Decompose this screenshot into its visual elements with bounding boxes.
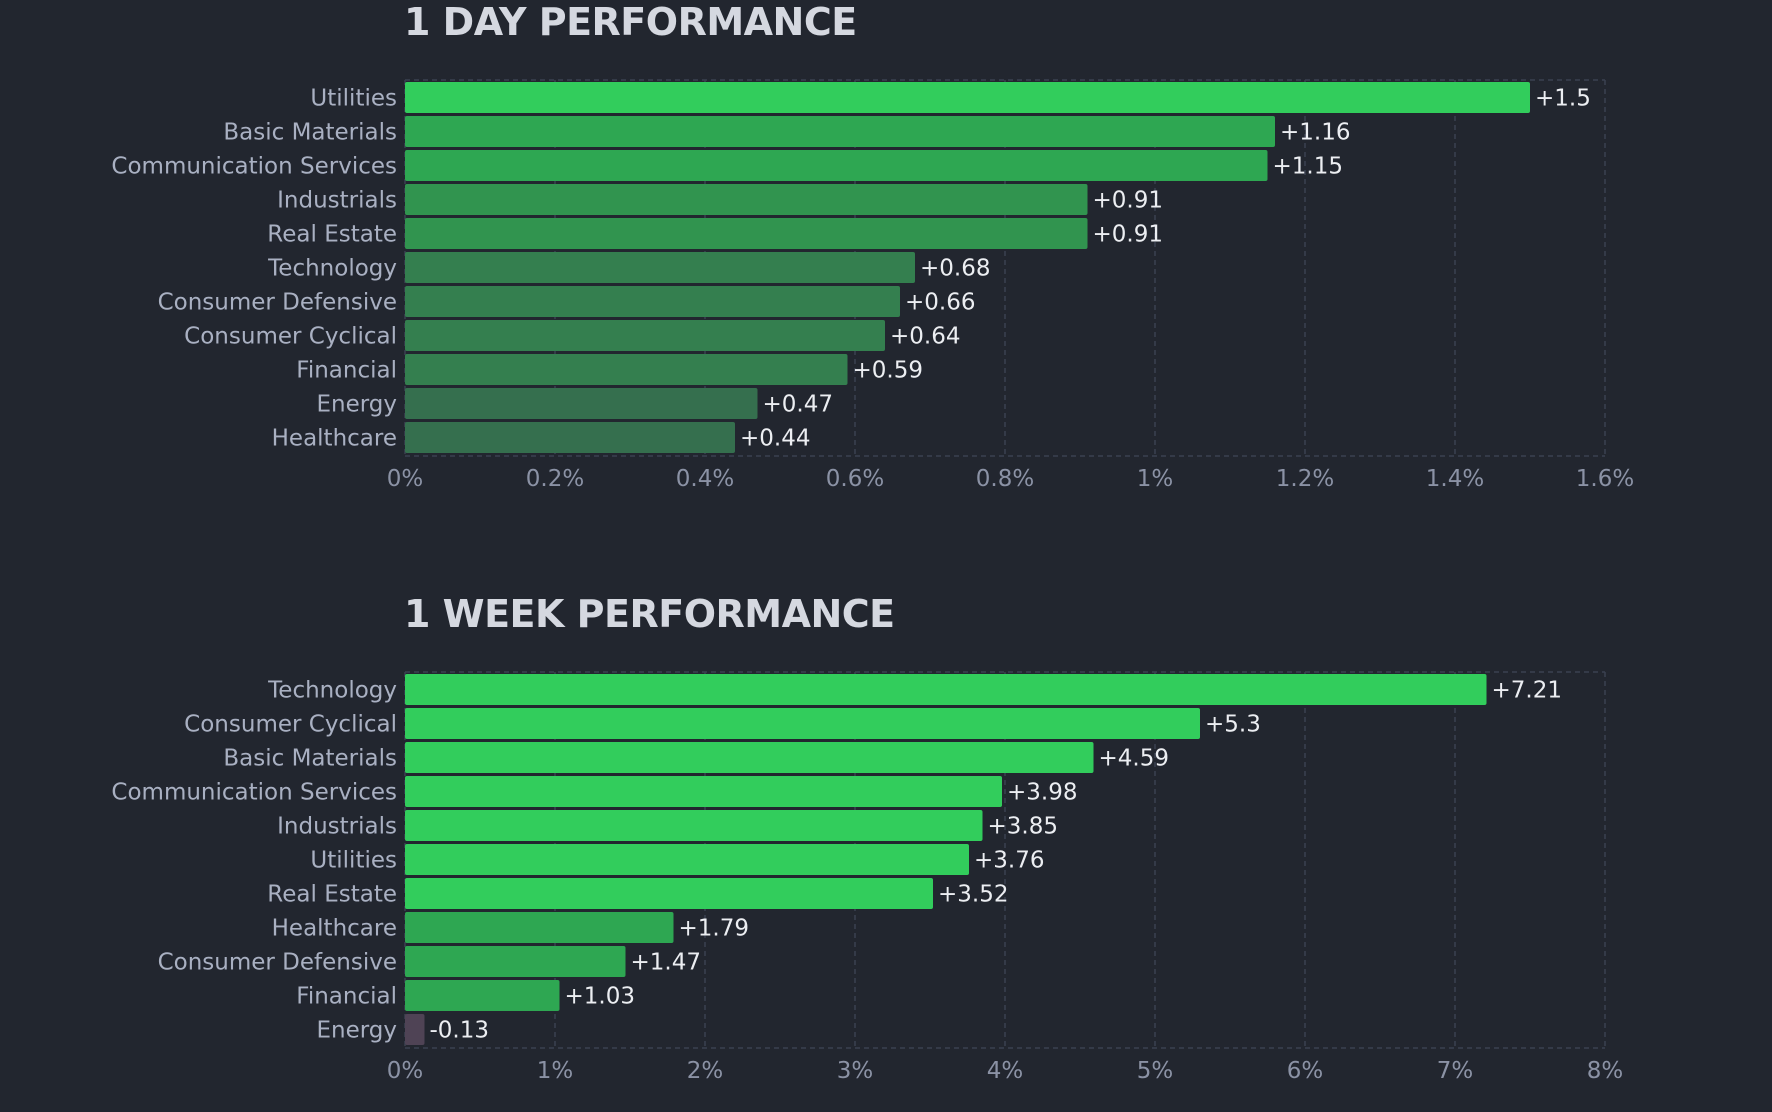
bar[interactable]: [405, 286, 900, 317]
x-tick-label: 0%: [387, 466, 424, 492]
category-label: Consumer Defensive: [158, 290, 397, 316]
category-label: Consumer Defensive: [158, 950, 397, 976]
category-label: Technology: [267, 256, 397, 282]
bar[interactable]: [405, 388, 758, 419]
category-label: Basic Materials: [223, 746, 397, 772]
value-label: +4.59: [1099, 746, 1169, 772]
category-label: Financial: [296, 358, 397, 384]
category-label: Healthcare: [272, 426, 397, 452]
x-tick-label: 1.4%: [1426, 466, 1484, 492]
category-label: Industrials: [277, 814, 397, 840]
value-label: +3.98: [1007, 780, 1077, 806]
value-label: +0.91: [1093, 222, 1163, 248]
category-label: Communication Services: [111, 154, 397, 180]
x-tick-label: 0.2%: [526, 466, 584, 492]
value-label: +3.85: [988, 814, 1058, 840]
bar[interactable]: [405, 422, 735, 453]
value-label: +0.66: [905, 290, 975, 316]
x-tick-label: 1.2%: [1276, 466, 1334, 492]
category-label: Utilities: [310, 86, 397, 112]
x-tick-label: 6%: [1287, 1058, 1324, 1084]
value-label: +0.91: [1093, 188, 1163, 214]
bar[interactable]: [405, 708, 1200, 739]
value-label: +1.5: [1535, 86, 1591, 112]
x-tick-label: 3%: [837, 1058, 874, 1084]
bar[interactable]: [405, 810, 983, 841]
value-label: +1.79: [679, 916, 749, 942]
bar[interactable]: [405, 1014, 425, 1045]
value-label: +3.76: [974, 848, 1044, 874]
category-label: Utilities: [310, 848, 397, 874]
value-label: +0.47: [763, 392, 833, 418]
chart-title-1-week: 1 WEEK PERFORMANCE: [404, 592, 895, 636]
chart-title-1-day: 1 DAY PERFORMANCE: [404, 0, 857, 44]
x-tick-label: 0.6%: [826, 466, 884, 492]
bar[interactable]: [405, 320, 885, 351]
x-tick-label: 1%: [537, 1058, 574, 1084]
bar[interactable]: [405, 116, 1275, 147]
bar[interactable]: [405, 82, 1530, 113]
value-label: +1.16: [1280, 120, 1350, 146]
bar[interactable]: [405, 184, 1088, 215]
category-label: Financial: [296, 984, 397, 1010]
category-label: Energy: [316, 1018, 397, 1044]
category-label: Consumer Cyclical: [184, 712, 397, 738]
x-tick-label: 1%: [1137, 466, 1174, 492]
x-tick-label: 0.8%: [976, 466, 1034, 492]
value-label: +1.03: [565, 984, 635, 1010]
category-label: Real Estate: [267, 882, 397, 908]
bar[interactable]: [405, 946, 626, 977]
x-tick-label: 5%: [1137, 1058, 1174, 1084]
bar[interactable]: [405, 776, 1002, 807]
bar[interactable]: [405, 912, 674, 943]
bar[interactable]: [405, 844, 969, 875]
category-label: Consumer Cyclical: [184, 324, 397, 350]
value-label: +0.64: [890, 324, 960, 350]
value-label: +1.15: [1273, 154, 1343, 180]
value-label: +3.52: [938, 882, 1008, 908]
chart-1-day-performance: Utilities +1.5 Basic Materials +1.16 Communi…: [111, 79, 1634, 492]
bar[interactable]: [405, 218, 1088, 249]
category-label: Basic Materials: [223, 120, 397, 146]
bar[interactable]: [405, 742, 1094, 773]
bar[interactable]: [405, 878, 933, 909]
x-tick-label: 4%: [987, 1058, 1024, 1084]
bar[interactable]: [405, 980, 560, 1011]
bar[interactable]: [405, 252, 915, 283]
x-tick-label: 1.6%: [1576, 466, 1634, 492]
category-label: Energy: [316, 392, 397, 418]
x-tick-label: 0%: [387, 1058, 424, 1084]
bar[interactable]: [405, 150, 1268, 181]
bar[interactable]: [405, 354, 848, 385]
category-label: Healthcare: [272, 916, 397, 942]
category-label: Real Estate: [267, 222, 397, 248]
x-tick-label: 8%: [1587, 1058, 1624, 1084]
value-label: +0.44: [740, 426, 810, 452]
category-label: Communication Services: [111, 780, 397, 806]
value-label: +0.59: [853, 358, 923, 384]
value-label: +5.3: [1205, 712, 1261, 738]
x-tick-label: 7%: [1437, 1058, 1474, 1084]
value-label: +0.68: [920, 256, 990, 282]
category-label: Technology: [267, 678, 397, 704]
value-label: -0.13: [430, 1018, 490, 1044]
chart-1-week-performance: Technology +7.21 Consumer Cyclical +5.3 Basi…: [111, 671, 1624, 1084]
x-tick-label: 2%: [687, 1058, 724, 1084]
x-tick-label: 0.4%: [676, 466, 734, 492]
value-label: +1.47: [631, 950, 701, 976]
value-label: +7.21: [1492, 678, 1562, 704]
category-label: Industrials: [277, 188, 397, 214]
bar[interactable]: [405, 674, 1487, 705]
